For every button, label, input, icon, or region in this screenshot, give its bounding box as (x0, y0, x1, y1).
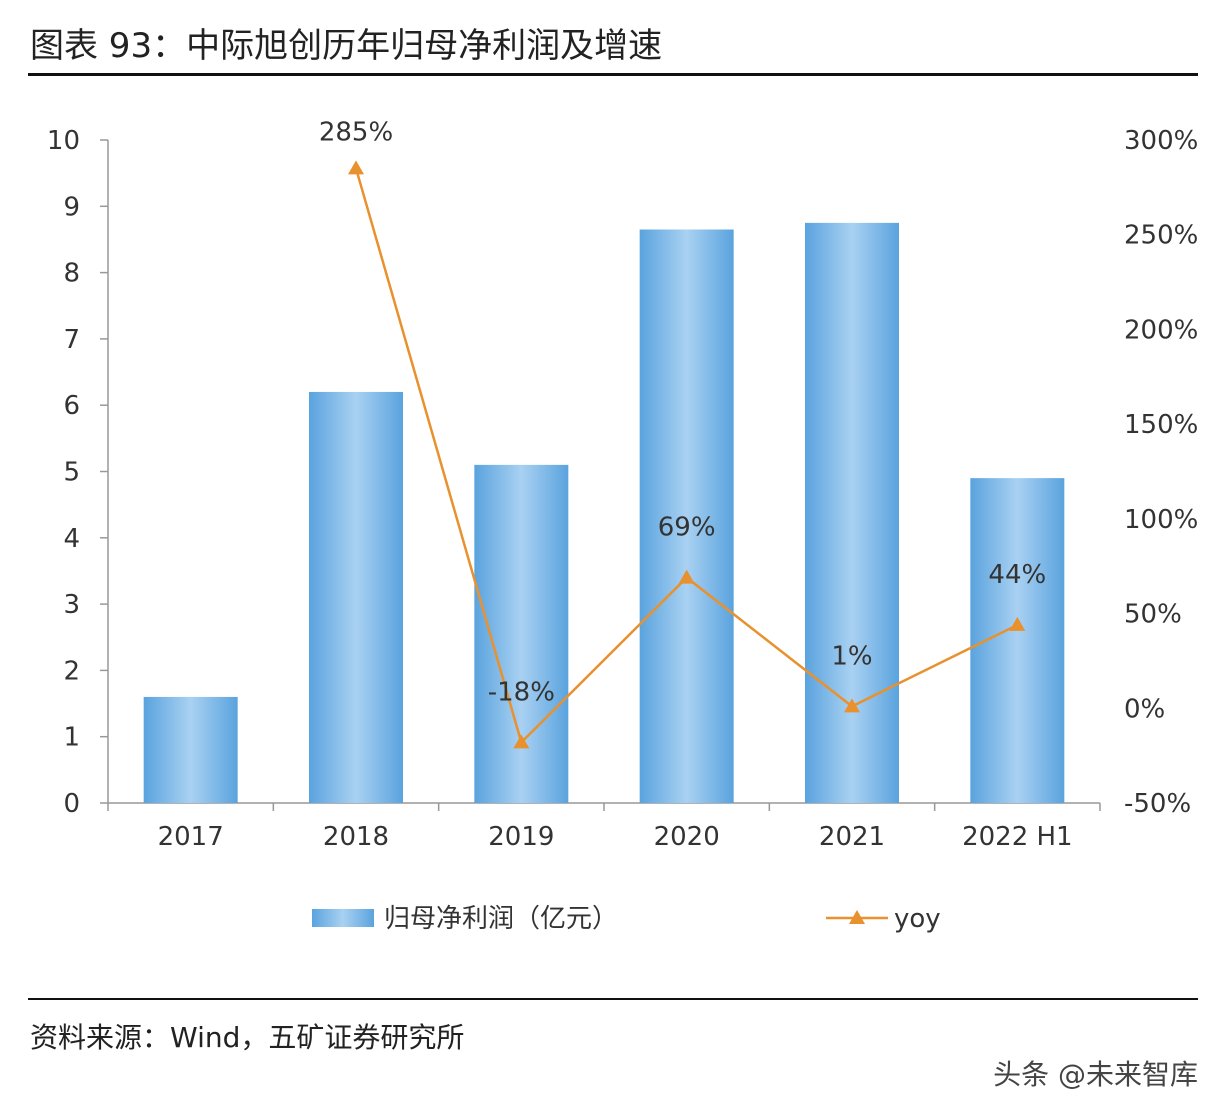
right-tick-label: -50% (1124, 789, 1191, 819)
left-tick-label: 0 (63, 789, 80, 819)
left-tick-label: 1 (63, 723, 80, 753)
yoy-marker (678, 569, 695, 584)
axes: 0 1 2 3 4 5 6 7 8 9 10 2017 2018 2019 2020 2021 2022 H1 -… (47, 126, 1198, 852)
left-tick-label: 5 (63, 458, 80, 488)
right-tick-label: 250% (1124, 221, 1198, 251)
bar (639, 229, 734, 803)
bars (143, 222, 1065, 803)
yoy-data-label: 1% (831, 641, 872, 671)
x-tick-label: 2018 (323, 822, 389, 852)
left-tick-label: 8 (63, 259, 80, 289)
x-tick-label: 2020 (654, 822, 720, 852)
yoy-data-label: 285% (319, 117, 393, 147)
yoy-data-label: -18% (488, 677, 555, 707)
right-tick-label: 200% (1124, 315, 1198, 345)
left-tick-label: 10 (47, 126, 80, 156)
right-tick-label: 50% (1124, 600, 1182, 630)
yoy-data-label: 44% (988, 560, 1046, 590)
yoy-data-label: 69% (658, 513, 716, 543)
bar (309, 391, 403, 803)
right-tick-label: 300% (1124, 126, 1198, 156)
bottom-rule (28, 998, 1198, 1000)
left-tick-label: 3 (63, 590, 80, 620)
left-tick-label: 2 (63, 656, 80, 686)
yoy-line: 285% -18% 69% 1% 44% (319, 117, 1046, 749)
left-tick-label: 6 (63, 391, 80, 421)
legend-line-label: yoy (894, 904, 941, 934)
chart-title: 图表 93：中际旭创历年归母净利润及增速 (30, 26, 663, 66)
source-note: 资料来源：Wind，五矿证券研究所 (30, 1021, 465, 1054)
bar (805, 222, 899, 803)
legend-bar-label: 归母净利润（亿元） (384, 904, 618, 934)
left-tick-label: 4 (63, 524, 80, 554)
x-tick-label: 2022 H1 (962, 822, 1073, 852)
left-tick-label: 7 (63, 325, 80, 355)
right-tick-label: 100% (1124, 505, 1198, 535)
left-tick-label: 9 (63, 192, 80, 222)
legend: 归母净利润（亿元） yoy (312, 904, 941, 934)
bar (474, 464, 569, 803)
x-tick-label: 2021 (819, 822, 885, 852)
x-tick-label: 2017 (158, 822, 224, 852)
bar (143, 696, 238, 803)
top-rule (28, 73, 1198, 76)
legend-line-marker (849, 910, 865, 924)
right-tick-label: 0% (1124, 694, 1165, 724)
right-tick-label: 150% (1124, 410, 1198, 440)
yoy-marker (348, 160, 364, 175)
yoy-marker (844, 698, 860, 713)
x-tick-label: 2019 (488, 822, 554, 852)
yoy-marker (513, 734, 530, 749)
legend-bar-swatch (312, 909, 374, 927)
watermark: 头条 @未来智库 (993, 1058, 1198, 1091)
chart: 0 1 2 3 4 5 6 7 8 9 10 2017 2018 2019 2020 2021 2022 H1 -… (47, 117, 1198, 934)
yoy-marker (1009, 616, 1026, 631)
